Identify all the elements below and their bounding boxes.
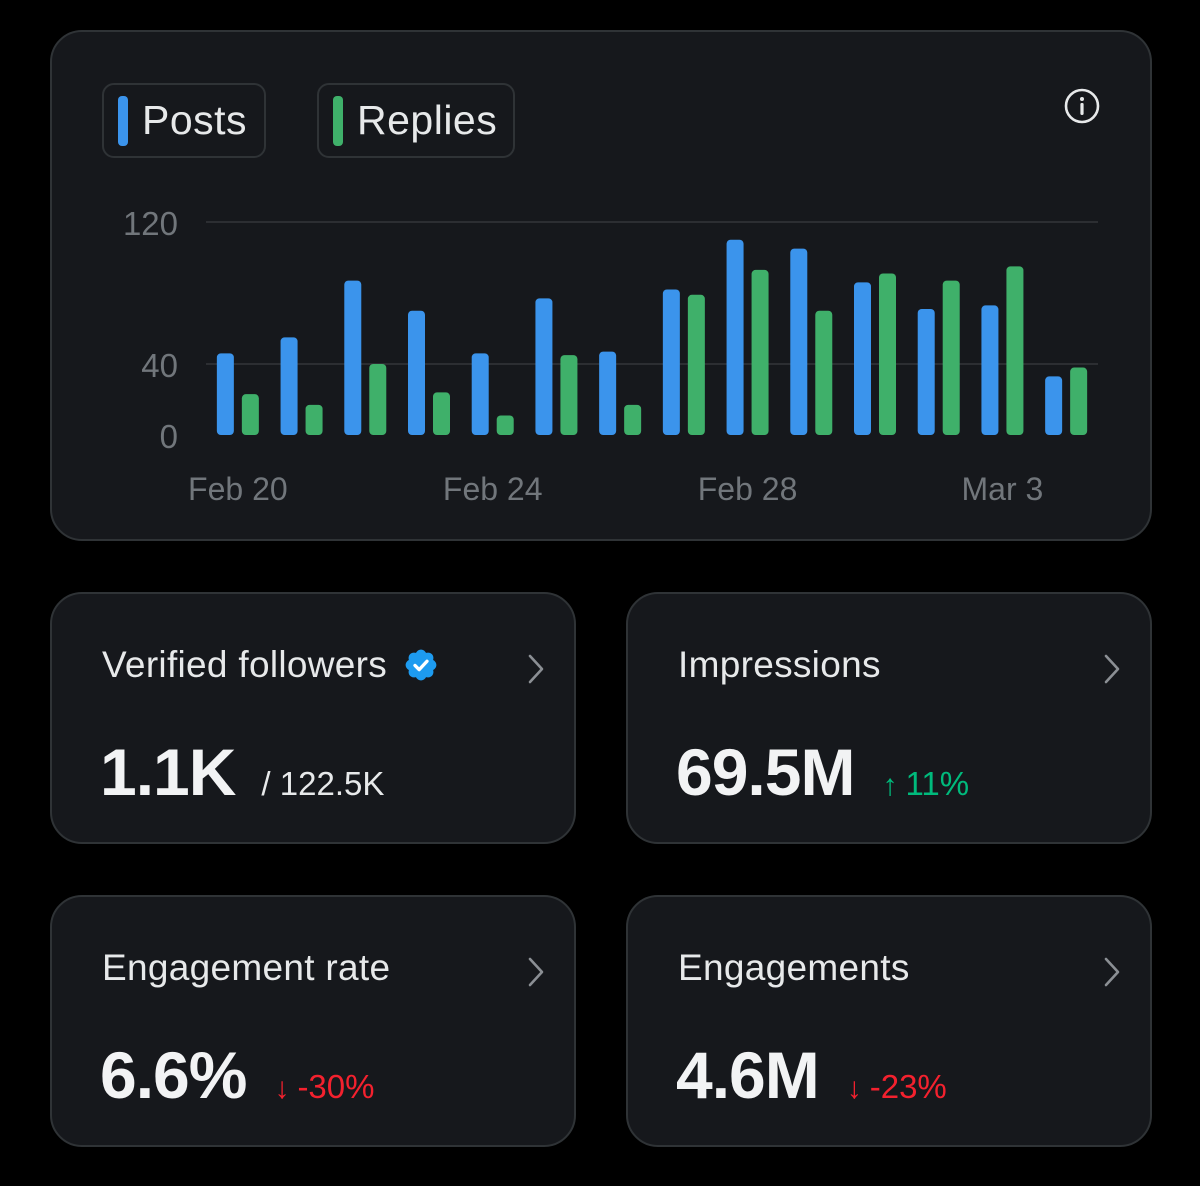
posts-bar[interactable] xyxy=(726,239,744,435)
posts-swatch xyxy=(118,95,128,146)
verified-followers-label: Verified followers xyxy=(102,644,388,685)
verified-badge-icon xyxy=(405,649,437,681)
chevron-right-icon[interactable] xyxy=(1100,953,1124,991)
engagement-rate-label: Engagement rate xyxy=(102,947,391,988)
verified-followers-title: Verified followers xyxy=(102,644,439,686)
engagement-rate-title: Engagement rate xyxy=(102,947,390,989)
posts-bar[interactable] xyxy=(854,282,871,435)
activity-chart-card: Posts Replies 0 40 120 Feb 20 Feb 24 Feb 28 Ma… xyxy=(50,30,1152,541)
engagements-value-row: 4.6M ↓ -23% xyxy=(676,1037,947,1113)
impressions-value: 69.5M xyxy=(676,735,855,809)
replies-bar[interactable] xyxy=(687,294,705,435)
replies-bar[interactable] xyxy=(1070,367,1088,435)
posts-bar[interactable] xyxy=(917,308,935,435)
impressions-delta-value: 11% xyxy=(905,765,970,802)
impressions-delta: ↑ 11% xyxy=(882,765,969,803)
engagements-delta: ↓ -23% xyxy=(847,1068,947,1106)
impressions-card[interactable]: Impressions 69.5M ↑ 11% xyxy=(626,592,1152,844)
chevron-right-icon[interactable] xyxy=(524,650,548,688)
posts-bar[interactable] xyxy=(280,337,298,435)
legend-posts[interactable]: Posts xyxy=(102,83,266,158)
verified-followers-value: 1.1K xyxy=(100,735,236,809)
engagements-label: Engagements xyxy=(678,947,910,988)
impressions-title: Impressions xyxy=(678,644,881,686)
legend-posts-label: Posts xyxy=(142,97,248,143)
y-tick-label: 120 xyxy=(123,205,178,242)
x-tick-label: Mar 3 xyxy=(962,471,1044,507)
engagements-value: 4.6M xyxy=(676,1038,820,1112)
posts-bar[interactable] xyxy=(1045,376,1063,435)
engagement-rate-delta-value: -30% xyxy=(297,1068,375,1105)
replies-bar[interactable] xyxy=(1006,266,1024,435)
replies-bar[interactable] xyxy=(305,404,323,435)
verified-followers-card[interactable]: Verified followers 1.1K / 122.5K xyxy=(50,592,576,844)
info-icon[interactable] xyxy=(1063,87,1101,125)
y-tick-label: 40 xyxy=(141,347,178,384)
posts-bar[interactable] xyxy=(471,353,489,435)
posts-bar[interactable] xyxy=(790,248,808,435)
engagement-rate-value-row: 6.6% ↓ -30% xyxy=(100,1037,374,1113)
posts-bar[interactable] xyxy=(216,353,234,435)
verified-followers-total: / 122.5K xyxy=(261,765,385,802)
replies-bar[interactable] xyxy=(815,310,833,435)
posts-bar[interactable] xyxy=(599,351,617,435)
replies-bar[interactable] xyxy=(624,404,642,435)
replies-bar[interactable] xyxy=(560,355,578,435)
bar-chart: 0 40 120 Feb 20 Feb 24 Feb 28 Mar 3 xyxy=(123,205,1098,507)
chevron-right-icon[interactable] xyxy=(524,953,548,991)
posts-bar[interactable] xyxy=(408,310,425,435)
arrow-down-icon: ↓ xyxy=(846,1072,862,1105)
posts-bar[interactable] xyxy=(981,305,999,435)
replies-bar[interactable] xyxy=(751,269,769,435)
engagements-card[interactable]: Engagements 4.6M ↓ -23% xyxy=(626,895,1152,1147)
replies-bar[interactable] xyxy=(433,392,450,435)
posts-bar[interactable] xyxy=(344,280,362,435)
engagement-rate-value: 6.6% xyxy=(100,1038,247,1112)
legend-replies[interactable]: Replies xyxy=(317,83,515,158)
replies-bar[interactable] xyxy=(369,364,387,435)
engagement-rate-delta: ↓ -30% xyxy=(274,1068,374,1106)
replies-bar[interactable] xyxy=(879,273,896,435)
arrow-up-icon: ↑ xyxy=(882,769,898,802)
y-tick-label: 0 xyxy=(160,418,178,455)
chevron-right-icon[interactable] xyxy=(1100,650,1124,688)
posts-bar[interactable] xyxy=(535,298,553,435)
replies-bar[interactable] xyxy=(241,394,259,435)
posts-bar[interactable] xyxy=(662,289,680,435)
x-tick-label: Feb 20 xyxy=(188,471,288,507)
replies-bar[interactable] xyxy=(496,415,514,435)
engagement-rate-card[interactable]: Engagement rate 6.6% ↓ -30% xyxy=(50,895,576,1147)
engagements-delta-value: -23% xyxy=(869,1068,947,1105)
replies-swatch xyxy=(333,95,343,146)
x-tick-label: Feb 28 xyxy=(698,471,798,507)
engagements-title: Engagements xyxy=(678,947,910,989)
replies-bar[interactable] xyxy=(942,280,960,435)
arrow-down-icon: ↓ xyxy=(274,1072,290,1105)
impressions-value-row: 69.5M ↑ 11% xyxy=(676,734,969,810)
verified-followers-value-row: 1.1K / 122.5K xyxy=(100,734,384,810)
x-tick-label: Feb 24 xyxy=(443,471,543,507)
impressions-label: Impressions xyxy=(678,644,881,685)
legend-replies-label: Replies xyxy=(357,97,498,143)
